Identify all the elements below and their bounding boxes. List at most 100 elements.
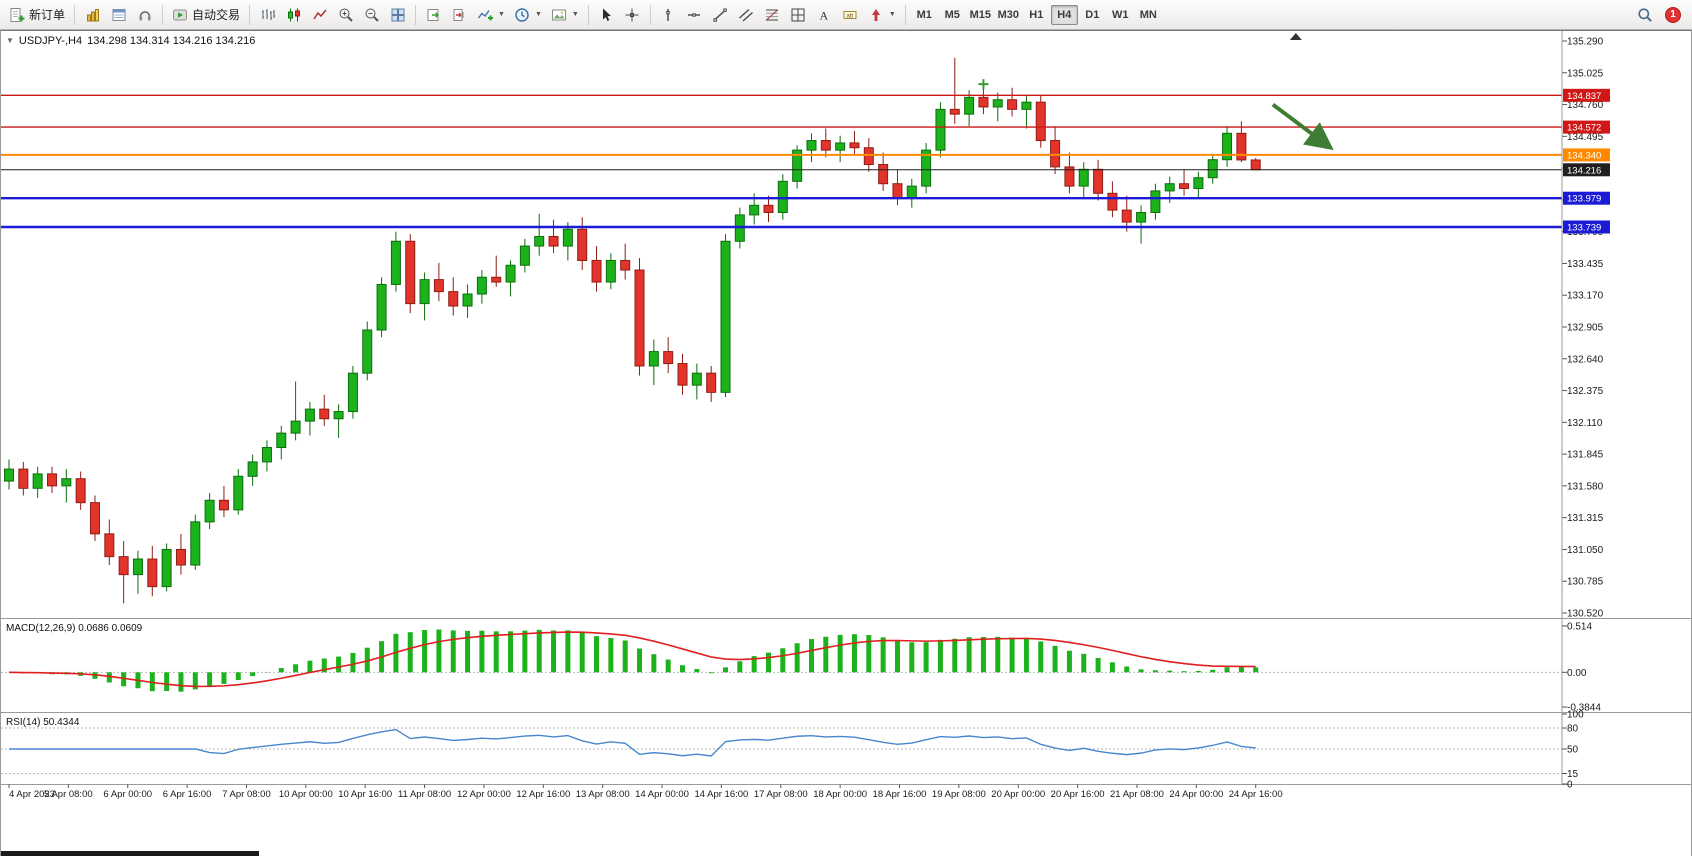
ohlc-values: 134.298 134.314 134.216 134.216 bbox=[87, 35, 256, 47]
svg-text:6 Apr 00:00: 6 Apr 00:00 bbox=[103, 789, 152, 800]
svg-text:17 Apr 08:00: 17 Apr 08:00 bbox=[754, 789, 808, 800]
svg-text:134.572: 134.572 bbox=[1567, 123, 1601, 134]
new-order-button[interactable]: 新订单 bbox=[5, 3, 69, 27]
svg-text:134.495: 134.495 bbox=[1567, 132, 1604, 143]
price-label-133.739: 133.739 bbox=[1563, 220, 1610, 234]
zoom-in-button[interactable] bbox=[333, 3, 358, 27]
svg-text:131.845: 131.845 bbox=[1567, 450, 1604, 461]
svg-text:132.375: 132.375 bbox=[1567, 386, 1604, 397]
timeframe-h1[interactable]: H1 bbox=[1023, 5, 1050, 25]
svg-text:135.025: 135.025 bbox=[1567, 68, 1604, 79]
timeframe-h4[interactable]: H4 bbox=[1050, 4, 1078, 25]
timeframe-m30[interactable]: M30 bbox=[995, 5, 1022, 25]
sounds-button[interactable] bbox=[132, 3, 157, 27]
text-button[interactable]: A bbox=[812, 3, 837, 27]
shapes-button[interactable] bbox=[786, 3, 811, 27]
horizontal-line-button[interactable] bbox=[682, 3, 707, 27]
template-image-icon bbox=[551, 9, 566, 20]
separator bbox=[162, 4, 164, 25]
timeframe-mn[interactable]: MN bbox=[1135, 5, 1162, 25]
one-click-trading-toggle[interactable]: ▼ bbox=[6, 36, 14, 45]
macd-signal-line bbox=[8, 631, 1256, 688]
fibonacci-icon bbox=[766, 9, 779, 20]
svg-text:10 Apr 00:00: 10 Apr 00:00 bbox=[279, 789, 333, 800]
svg-text:134.837: 134.837 bbox=[1567, 91, 1601, 102]
vertical-line-icon bbox=[666, 8, 671, 21]
horizontal-lines bbox=[1, 94, 1562, 229]
headset-icon bbox=[139, 10, 151, 20]
auto-scroll-icon bbox=[427, 8, 439, 21]
rsi-line bbox=[9, 728, 1256, 757]
notifications-badge[interactable]: 1 bbox=[1665, 6, 1681, 23]
svg-text:130.785: 130.785 bbox=[1567, 577, 1604, 588]
chart-window: 135.290135.025134.760134.495134.230133.9… bbox=[0, 30, 1692, 856]
timeframe-m1[interactable]: M1 bbox=[911, 5, 938, 25]
auto-scroll-button[interactable] bbox=[421, 3, 446, 27]
svg-text:0.00: 0.00 bbox=[1567, 668, 1587, 679]
dropdown-caret: ▼ bbox=[888, 11, 896, 18]
separator bbox=[415, 4, 417, 25]
search-button[interactable] bbox=[1632, 3, 1657, 27]
zoom-in-icon bbox=[339, 8, 353, 22]
periods-dropdown[interactable]: ▼ bbox=[510, 3, 546, 27]
candlestick-chart-icon bbox=[287, 8, 300, 21]
svg-text:131.315: 131.315 bbox=[1567, 513, 1604, 524]
market-watch-button[interactable] bbox=[80, 3, 105, 27]
channel-button[interactable] bbox=[734, 3, 759, 27]
shapes-grid-icon bbox=[791, 8, 805, 21]
line-chart-button[interactable] bbox=[307, 3, 332, 27]
symbol-period: USDJPY-,H4 bbox=[18, 35, 83, 47]
vertical-line-button[interactable] bbox=[656, 3, 681, 27]
horizontal-scrollbar[interactable] bbox=[1, 851, 259, 856]
label-button[interactable]: ab bbox=[838, 3, 863, 27]
chart-shift-icon bbox=[453, 8, 464, 21]
chart-shift-marker[interactable] bbox=[1289, 33, 1302, 40]
fibonacci-button[interactable] bbox=[760, 3, 785, 27]
svg-text:18 Apr 16:00: 18 Apr 16:00 bbox=[873, 789, 927, 800]
macd-pane-title: MACD(12,26,9) 0.0686 0.0609 bbox=[6, 623, 143, 634]
price-label-134.216: 134.216 bbox=[1563, 163, 1610, 177]
templates-dropdown[interactable]: ▼ bbox=[547, 3, 583, 27]
equidistant-channel-icon bbox=[739, 8, 754, 21]
arrow-object-icon bbox=[871, 8, 880, 21]
svg-text:6 Apr 16:00: 6 Apr 16:00 bbox=[163, 789, 212, 800]
trend-arrow[interactable] bbox=[1271, 102, 1334, 151]
chart-canvas[interactable]: 135.290135.025134.760134.495134.230133.9… bbox=[1, 31, 1692, 857]
svg-text:12 Apr 00:00: 12 Apr 00:00 bbox=[457, 789, 511, 800]
algo-trading-label: 自动交易 bbox=[192, 8, 241, 22]
bar-chart-button[interactable] bbox=[255, 3, 280, 27]
zoom-out-button[interactable] bbox=[359, 3, 384, 27]
svg-text:135.290: 135.290 bbox=[1567, 37, 1604, 48]
trendline-button[interactable] bbox=[708, 3, 733, 27]
timeframe-w1[interactable]: W1 bbox=[1107, 5, 1134, 25]
svg-text:80: 80 bbox=[1567, 724, 1579, 735]
crosshair-button[interactable] bbox=[620, 3, 645, 27]
clock-icon bbox=[515, 7, 529, 22]
zoom-out-icon bbox=[365, 8, 379, 22]
candlestick-chart-button[interactable] bbox=[281, 3, 306, 27]
cursor-button[interactable] bbox=[594, 3, 619, 27]
indicators-dropdown[interactable]: ▼ bbox=[473, 3, 509, 27]
horizontal-line-icon bbox=[688, 12, 701, 17]
price-label-134.837: 134.837 bbox=[1563, 88, 1610, 102]
timeframe-m15[interactable]: M15 bbox=[967, 5, 994, 25]
data-window-button[interactable] bbox=[106, 3, 131, 27]
arrows-dropdown[interactable]: ▼ bbox=[864, 3, 900, 27]
tile-windows-icon bbox=[391, 8, 405, 21]
svg-text:5 Apr 08:00: 5 Apr 08:00 bbox=[44, 789, 93, 800]
rsi-pane-title: RSI(14) 50.4344 bbox=[6, 717, 80, 728]
chart-title: ▼ USDJPY-,H4 134.298 134.314 134.216 134… bbox=[6, 35, 255, 47]
candlestick-series bbox=[4, 57, 1261, 604]
text-icon: A bbox=[820, 8, 829, 22]
svg-text:ab: ab bbox=[847, 13, 854, 19]
timeframe-m5[interactable]: M5 bbox=[939, 5, 966, 25]
tile-windows-button[interactable] bbox=[385, 3, 410, 27]
timeframe-d1[interactable]: D1 bbox=[1079, 5, 1106, 25]
chart-shift-button[interactable] bbox=[447, 3, 472, 27]
svg-text:132.640: 132.640 bbox=[1567, 354, 1604, 365]
svg-text:12 Apr 16:00: 12 Apr 16:00 bbox=[516, 789, 570, 800]
add-indicator-icon bbox=[477, 9, 494, 20]
algo-trading-button[interactable]: 自动交易 bbox=[168, 3, 244, 27]
market-watch-icon bbox=[86, 8, 99, 21]
